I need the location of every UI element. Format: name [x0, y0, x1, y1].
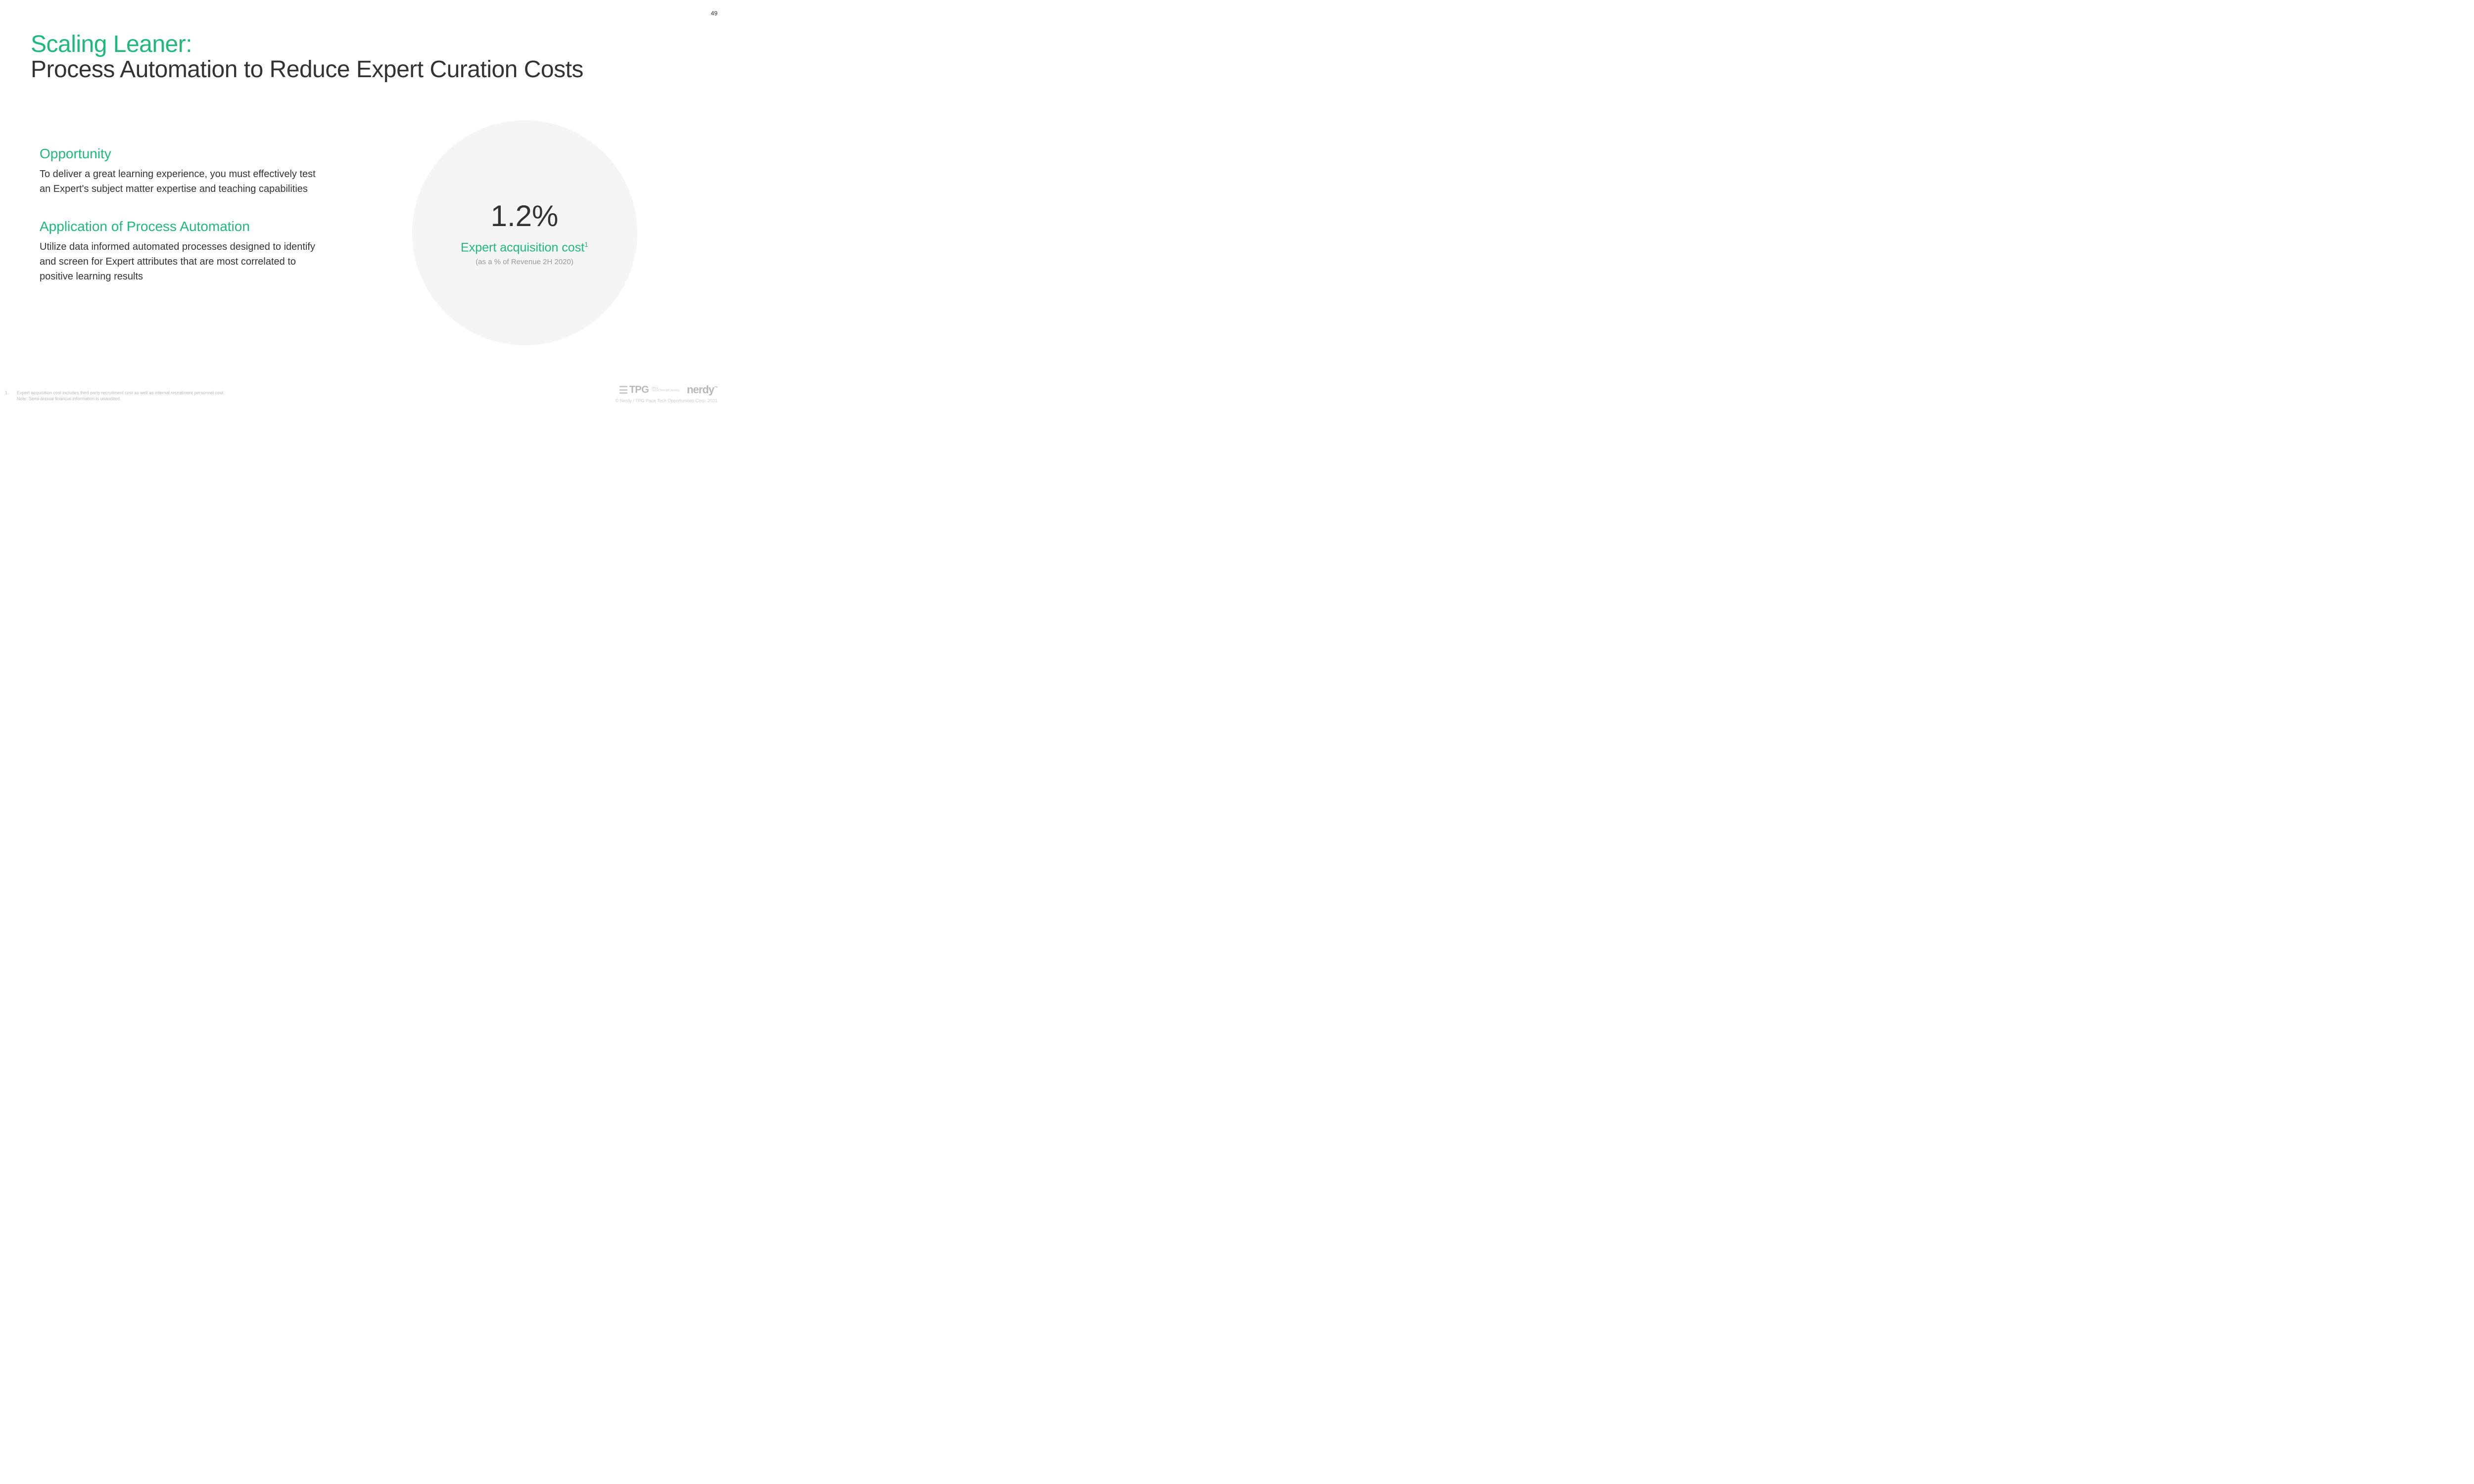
footnote-note: Note: Semi-annual financial information …	[17, 396, 121, 402]
metric-label-sup: 1	[584, 240, 588, 248]
metric-circle: 1.2% Expert acquisition cost1 (as a % of…	[412, 120, 637, 345]
section-opportunity-body: To deliver a great learning experience, …	[40, 167, 317, 196]
footnote-text: Expert acquisition cost includes third p…	[17, 390, 225, 396]
metric-sublabel: (as a % of Revenue 2H 2020)	[476, 258, 573, 266]
left-content: Opportunity To deliver a great learning …	[40, 146, 317, 306]
logo-tpg: TPG PACE TECH OPPORTUNITIES	[619, 384, 679, 396]
section-opportunity-title: Opportunity	[40, 146, 317, 162]
logo-tpg-sub: PACE TECH OPPORTUNITIES	[652, 387, 679, 392]
footnote-num-empty	[5, 396, 10, 402]
logos-container: TPG PACE TECH OPPORTUNITIES nerdy™	[619, 383, 717, 396]
metric-label-text: Expert acquisition cost	[461, 240, 584, 254]
title-block: Scaling Leaner: Process Automation to Re…	[31, 31, 583, 83]
copyright: © Nerdy / TPG Pace Tech Opportunities Co…	[616, 398, 717, 403]
footnote-row: 1. Expert acquisition cost includes thir…	[5, 390, 225, 396]
footnote-note-row: Note: Semi-annual financial information …	[5, 396, 225, 402]
right-content: 1.2% Expert acquisition cost1 (as a % of…	[396, 119, 653, 346]
metric-label: Expert acquisition cost1	[461, 240, 588, 255]
logo-tpg-sub2: TECH OPPORTUNITIES	[652, 390, 679, 392]
section-application-title: Application of Process Automation	[40, 219, 317, 234]
footnote-num: 1.	[5, 390, 10, 396]
tpg-bars-icon	[619, 386, 627, 394]
title-line1: Scaling Leaner:	[31, 31, 583, 58]
footer-right: TPG PACE TECH OPPORTUNITIES nerdy™ © Ner…	[616, 383, 717, 403]
title-line2: Process Automation to Reduce Expert Cura…	[31, 56, 583, 83]
logo-nerdy: nerdy™	[687, 383, 717, 396]
logo-tpg-text: TPG	[629, 384, 649, 396]
metric-value: 1.2%	[491, 199, 559, 233]
logo-nerdy-text: nerdy	[687, 383, 714, 396]
logo-nerdy-tm: ™	[714, 386, 717, 390]
page-number: 49	[711, 10, 717, 17]
footnotes: 1. Expert acquisition cost includes thir…	[5, 390, 225, 402]
section-application-body: Utilize data informed automated processe…	[40, 239, 317, 284]
